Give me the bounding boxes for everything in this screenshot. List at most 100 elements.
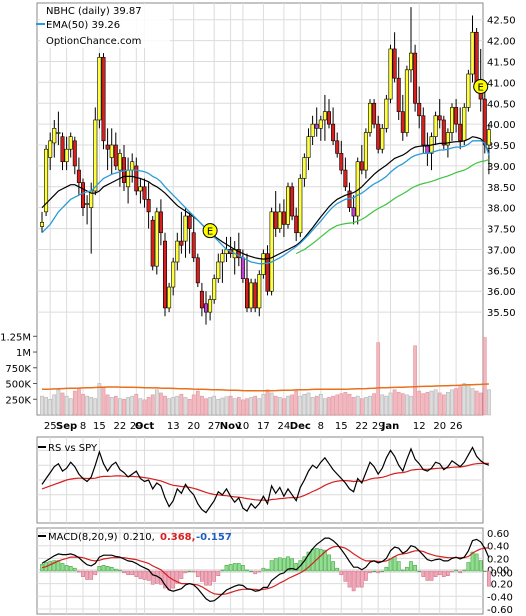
candle-body <box>302 157 307 179</box>
volume-ytick-label: 250K <box>5 395 31 406</box>
candle-body <box>175 240 180 263</box>
earnings-marker-label: E <box>478 83 484 94</box>
volume-bar <box>413 345 417 416</box>
macd-histogram-bar <box>109 566 114 572</box>
candle-body <box>310 123 315 137</box>
volume-bar <box>458 386 463 416</box>
macd-histogram-bar <box>323 549 327 572</box>
volume-bar <box>220 397 225 416</box>
volume-bar <box>421 393 426 416</box>
volume-bar <box>245 398 249 416</box>
macd-histogram-bar <box>232 563 237 572</box>
macd-histogram-bar <box>241 565 245 572</box>
macd-histogram-bar <box>72 567 77 572</box>
macd-histogram-bar <box>48 561 53 572</box>
volume-bar <box>48 399 53 416</box>
volume-bar <box>306 392 311 416</box>
volume-bar <box>482 337 487 416</box>
macd-histogram-bar <box>384 566 389 572</box>
price-ytick-label: 35.50 <box>487 308 516 319</box>
macd-histogram-bar <box>56 560 61 572</box>
candle-body <box>376 123 381 150</box>
volume-bar <box>265 389 270 416</box>
candle-body <box>363 132 368 171</box>
macd-histogram-bar <box>318 548 323 572</box>
volume-bar <box>331 395 335 416</box>
volume-bar <box>257 398 262 416</box>
volume-bar <box>405 394 409 416</box>
candle-body <box>138 186 143 192</box>
volume-bar <box>118 398 122 416</box>
price-ytick-label: 39.50 <box>487 141 516 152</box>
macd-ytick-label: 0.20 <box>487 554 509 565</box>
candle-body <box>367 102 372 133</box>
macd-histogram-bar <box>392 556 397 572</box>
price-ytick-label: 40.00 <box>487 120 516 131</box>
candle-body <box>52 128 57 144</box>
volume-bar <box>466 384 471 416</box>
volume-bar <box>200 395 204 416</box>
macd-histogram-bar <box>122 570 126 574</box>
macd-histogram-bar <box>150 570 155 585</box>
volume-bar <box>359 398 364 416</box>
volume-bar <box>101 386 106 416</box>
candle-body <box>359 161 364 171</box>
macd-histogram-bar <box>130 570 135 576</box>
macd-histogram-bar <box>273 558 278 572</box>
candle-body <box>191 232 196 259</box>
candle-body <box>462 107 467 142</box>
candle-body <box>249 282 254 309</box>
macd-histogram-bar <box>487 570 491 587</box>
candle-body <box>343 169 348 188</box>
candle-body <box>76 169 81 183</box>
macd-histogram-bar <box>228 564 233 572</box>
ema50-line <box>41 140 490 265</box>
x-axis-tick-label: 8 <box>318 421 324 432</box>
candle-body <box>117 153 122 171</box>
candle-body <box>449 107 454 133</box>
candle-body <box>384 98 389 129</box>
volume-bar <box>290 394 294 416</box>
macd-histogram-bar <box>249 570 253 573</box>
macd-histogram-bar <box>405 566 409 572</box>
ema-label: EMA(50) 39.26 <box>46 20 120 31</box>
macd-histogram-bar <box>85 570 89 580</box>
candle-body <box>195 257 200 284</box>
source-label: OptionChance.com <box>46 36 141 47</box>
macd-histogram-bar <box>458 570 463 574</box>
macd-histogram-bar <box>257 570 262 573</box>
x-axis-tick-label: 24 <box>278 421 291 432</box>
candle-body <box>326 111 331 125</box>
volume-bar <box>60 392 65 416</box>
candle-body <box>183 215 188 242</box>
macd-histogram-bar <box>282 558 286 572</box>
volume-bar <box>232 398 237 416</box>
candle-body <box>113 144 118 167</box>
macd-ytick-label: 0.40 <box>487 542 509 553</box>
ma-green-line <box>295 159 490 255</box>
candle-body <box>81 182 86 208</box>
macd-histogram-bar <box>335 567 340 572</box>
candle-body <box>314 123 319 129</box>
volume-bar <box>282 398 286 416</box>
volume-ytick-label: 500K <box>5 380 31 391</box>
volume-bar <box>318 393 323 416</box>
volume-bar <box>277 397 282 416</box>
macd-histogram-bar <box>359 570 364 588</box>
candle-body <box>417 102 422 117</box>
volume-bar <box>113 395 118 416</box>
price-ytick-label: 41.00 <box>487 78 516 89</box>
macd-histogram-bar <box>474 553 479 572</box>
volume-bar <box>72 390 77 416</box>
volume-ytick-label: 1.25M <box>0 332 31 343</box>
candle-body <box>445 132 450 146</box>
price-ytick-label: 42.00 <box>487 37 516 48</box>
volume-ytick-label: 750K <box>5 364 31 375</box>
macd-histogram-bar <box>351 570 356 592</box>
macd-histogram-bar <box>355 570 360 588</box>
x-axis-tick-label: Dec <box>290 421 311 432</box>
volume-bar <box>417 390 422 416</box>
earnings-marker-circle <box>473 79 489 95</box>
volume-bar <box>400 393 405 416</box>
macd-histogram-bar <box>113 568 118 572</box>
